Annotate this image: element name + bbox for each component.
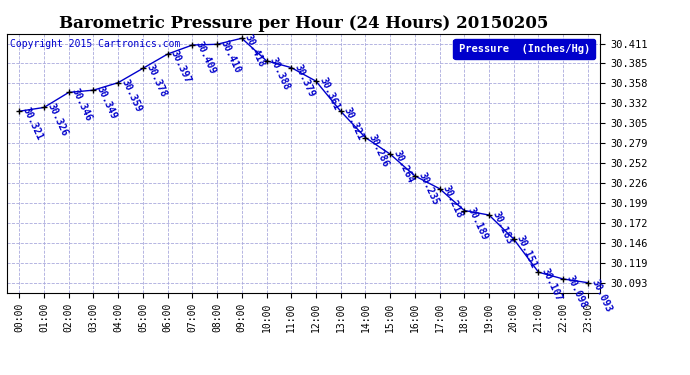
Text: 30.409: 30.409 xyxy=(194,40,217,76)
Text: 30.349: 30.349 xyxy=(95,85,119,121)
Text: 30.321: 30.321 xyxy=(21,106,44,142)
Legend: Pressure  (Inches/Hg): Pressure (Inches/Hg) xyxy=(453,39,595,59)
Text: 30.107: 30.107 xyxy=(540,267,564,303)
Text: 30.189: 30.189 xyxy=(466,205,489,242)
Text: 30.388: 30.388 xyxy=(268,56,292,92)
Text: 30.321: 30.321 xyxy=(342,106,366,142)
Text: Copyright 2015 Cartronics.com: Copyright 2015 Cartronics.com xyxy=(10,39,180,49)
Text: 30.218: 30.218 xyxy=(441,183,465,219)
Text: 30.151: 30.151 xyxy=(515,234,539,270)
Text: 30.359: 30.359 xyxy=(119,77,144,114)
Text: 30.286: 30.286 xyxy=(366,132,391,168)
Text: 30.418: 30.418 xyxy=(243,33,267,69)
Text: 30.361: 30.361 xyxy=(317,76,341,112)
Text: 30.235: 30.235 xyxy=(416,171,440,207)
Text: 30.098: 30.098 xyxy=(564,274,589,310)
Text: 30.378: 30.378 xyxy=(144,63,168,99)
Text: 30.410: 30.410 xyxy=(218,39,242,75)
Text: 30.379: 30.379 xyxy=(293,62,317,98)
Text: 30.183: 30.183 xyxy=(491,210,514,246)
Text: 30.397: 30.397 xyxy=(169,49,193,85)
Title: Barometric Pressure per Hour (24 Hours) 20150205: Barometric Pressure per Hour (24 Hours) … xyxy=(59,15,549,32)
Text: 30.264: 30.264 xyxy=(391,149,415,185)
Text: 30.326: 30.326 xyxy=(46,102,69,138)
Text: 30.346: 30.346 xyxy=(70,87,94,123)
Text: 30.093: 30.093 xyxy=(589,278,613,314)
